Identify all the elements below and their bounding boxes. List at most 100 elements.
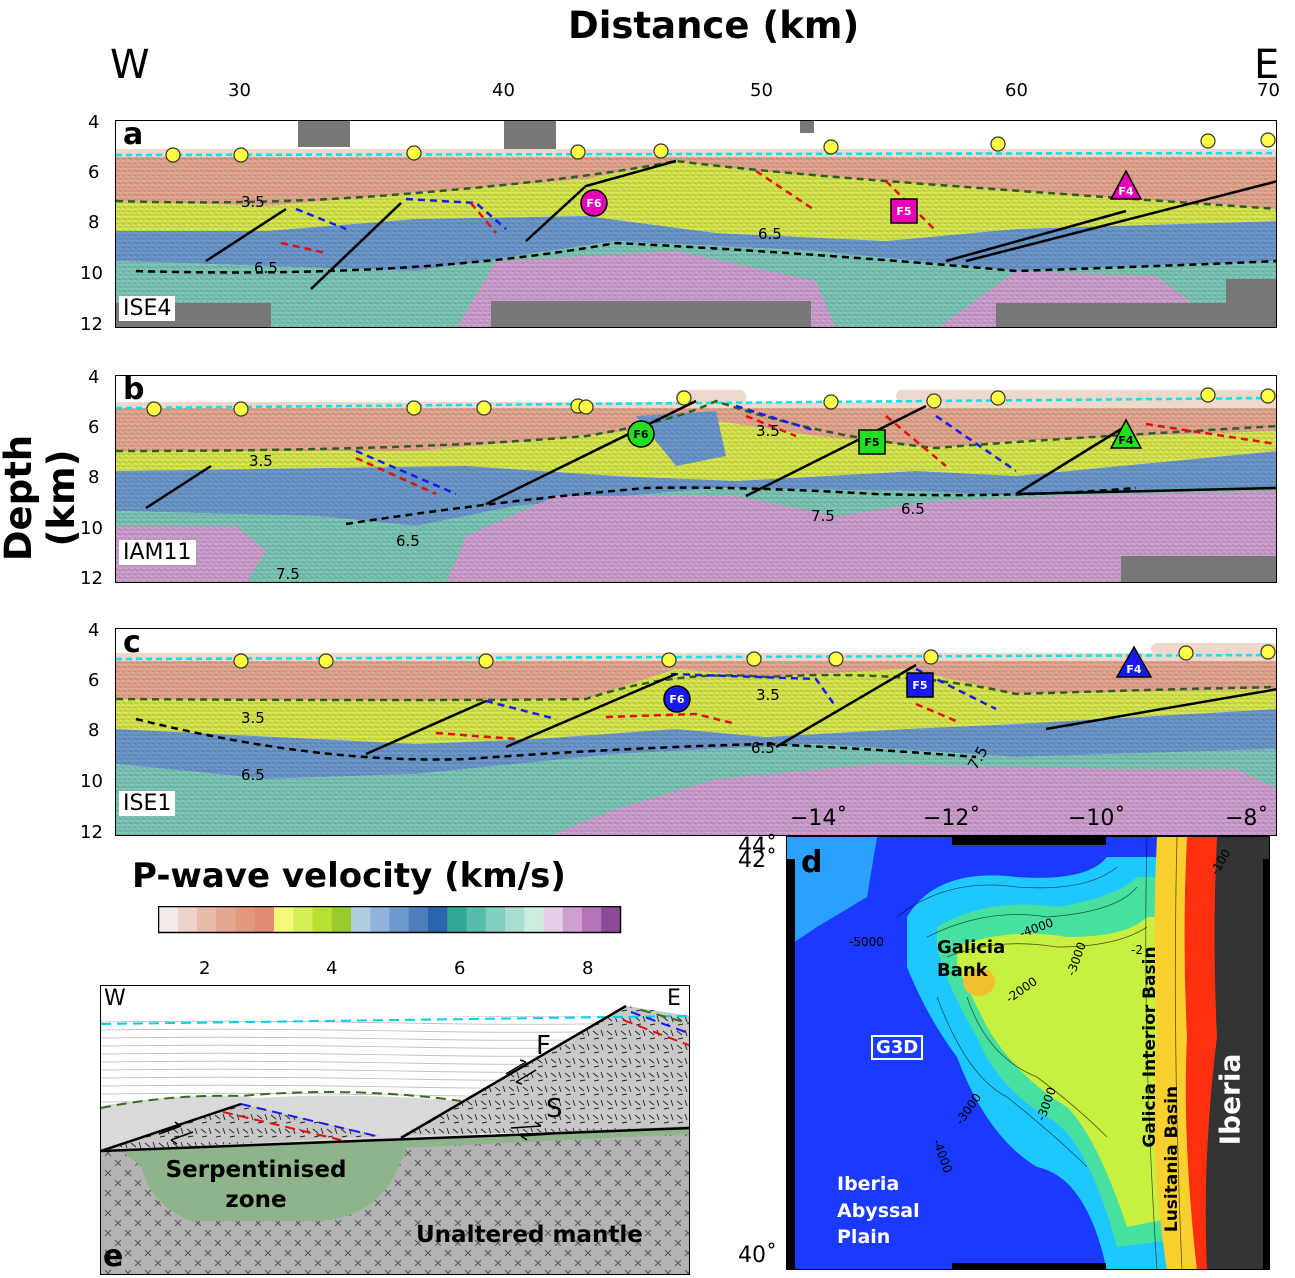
lon-tick: −8˚ (1225, 806, 1269, 831)
distance-tick: 30 (228, 80, 251, 101)
section-graphic-a (116, 121, 1276, 327)
depth-tick: 10 (80, 771, 103, 792)
lat-tick: 44˚ (738, 834, 777, 859)
svg-text:F5: F5 (912, 679, 927, 692)
fault-marker-f4: F4 (1109, 418, 1143, 449)
contour-label: 3.5 (756, 686, 780, 704)
colorbar-swatch (389, 906, 410, 933)
fault-marker-f4: F4 (1115, 645, 1153, 678)
distance-tick: 50 (750, 80, 773, 101)
colorbar-swatch (254, 906, 275, 933)
svg-text:F4: F4 (1118, 185, 1134, 198)
depth-axis-title: Depth (km) (0, 434, 83, 562)
fault-marker-f5: F5 (890, 198, 918, 224)
serpentinised-zone-label: Serpentinised zone (165, 1157, 347, 1213)
colorbar-swatch (331, 906, 352, 933)
depth-tick: 4 (88, 367, 100, 388)
colorbar-swatch (582, 906, 602, 933)
depth-tick: 10 (80, 263, 103, 284)
velocity-section-c: F6 F5 F4 3.5 3.5 6.5 6.5 7.5 c ISE1 (115, 628, 1277, 836)
colorbar-swatch (293, 906, 313, 933)
unaltered-mantle-label: Unaltered mantle (416, 1222, 643, 1248)
colorbar-swatch (485, 906, 506, 933)
west-label: W (110, 42, 150, 88)
galicia-interior-basin-label: Galicia Interior Basin (1140, 946, 1160, 1148)
colorbar-swatch (447, 906, 467, 933)
colorbar-swatch (408, 906, 429, 933)
colorbar-swatch (466, 906, 487, 933)
depth-tick: 8 (88, 212, 100, 233)
contour-label: -5000 (849, 935, 884, 949)
panel-letter-d: d (801, 845, 823, 880)
colorbar-swatch (562, 906, 583, 933)
distance-tick: 40 (492, 80, 515, 101)
svg-text:F5: F5 (896, 205, 911, 218)
colorbar (158, 906, 622, 934)
colorbar-tick: 6 (454, 958, 466, 979)
svg-text:F6: F6 (669, 693, 685, 706)
depth-tick: 12 (80, 568, 103, 589)
fault-marker-f4: F4 (1109, 169, 1143, 200)
colorbar-swatch (197, 906, 217, 933)
distance-tick: 60 (1005, 80, 1028, 101)
abyssal-plain-label: Iberia Abyssal Plain (837, 1173, 920, 1249)
lat-tick: 42˚ (738, 848, 777, 873)
contour-label: 6.5 (901, 500, 925, 518)
contour-label: -2 (1131, 943, 1143, 957)
distance-tick: 70 (1257, 80, 1280, 101)
schematic-diagram: W E F S Serpentinised zone Unaltered man… (100, 985, 690, 1275)
colorbar-swatch (524, 906, 544, 933)
contour-label: 3.5 (241, 709, 265, 727)
colorbar-tick: 8 (582, 958, 594, 979)
contour-label: 6.5 (254, 259, 278, 277)
section-graphic-b (116, 376, 1276, 582)
velocity-section-a: F6 F5 F4 3.5 6.5 6.5 a ISE4 (115, 120, 1277, 328)
contour-label: 6.5 (751, 739, 775, 757)
panel-letter-e: e (103, 1239, 124, 1274)
fault-markers-b: F6 F5 F4 (627, 418, 1143, 455)
depth-tick: 8 (88, 720, 100, 741)
colorbar-swatch (505, 906, 525, 933)
svg-text:F5: F5 (864, 436, 879, 449)
contour-label: 6.5 (396, 532, 420, 550)
velocity-section-b: F6 F5 F4 3.5 3.5 6.5 6.5 7.5 7.5 b IAM11 (115, 375, 1277, 583)
fault-marker-f6: F6 (580, 189, 608, 217)
galicia-bank-label: Galicia Bank (937, 937, 1006, 981)
colorbar-swatches (158, 906, 621, 933)
bathymetry-graphic (787, 837, 1269, 1269)
g3d-label: G3D (871, 1035, 924, 1060)
fault-markers-c: F6 F5 F4 (663, 645, 1153, 713)
fault-markers-a: F6 F5 F4 (580, 169, 1143, 224)
section-graphic-c (116, 629, 1276, 835)
colorbar-swatch (274, 906, 294, 933)
colorbar-swatch (158, 906, 179, 933)
colorbar-swatch (351, 906, 371, 933)
line-name-ise4: ISE4 (119, 296, 176, 321)
schematic-west-label: W (104, 986, 126, 1011)
fault-marker-f6: F6 (663, 685, 691, 713)
contour-label: 7.5 (811, 507, 835, 525)
line-name-iam11: IAM11 (119, 540, 196, 565)
colorbar-swatch (235, 906, 256, 933)
lat-tick: 40˚ (738, 1243, 777, 1268)
fault-label: F (536, 1031, 551, 1061)
iberia-label: Iberia (1213, 1053, 1247, 1146)
contour-label: 6.5 (241, 766, 265, 784)
contour-label: 3.5 (756, 422, 780, 440)
detachment-label: S (546, 1094, 563, 1124)
colorbar-swatch (428, 906, 448, 933)
fault-marker-f6: F6 (627, 420, 655, 448)
east-label: E (1254, 42, 1280, 88)
lusitania-basin-label: Lusitania Basin (1162, 1085, 1182, 1233)
panel-letter-c: c (123, 628, 141, 660)
depth-tick: 4 (88, 620, 100, 641)
contour-label: 6.5 (758, 225, 782, 243)
colorbar-swatch (216, 906, 236, 933)
lon-tick: −14˚ (790, 806, 848, 831)
depth-tick: 4 (88, 112, 100, 133)
colorbar-swatch (543, 906, 564, 933)
lon-tick: −12˚ (923, 806, 981, 831)
svg-text:F4: F4 (1126, 663, 1142, 676)
lon-tick: −10˚ (1068, 806, 1126, 831)
depth-tick: 12 (80, 314, 103, 335)
